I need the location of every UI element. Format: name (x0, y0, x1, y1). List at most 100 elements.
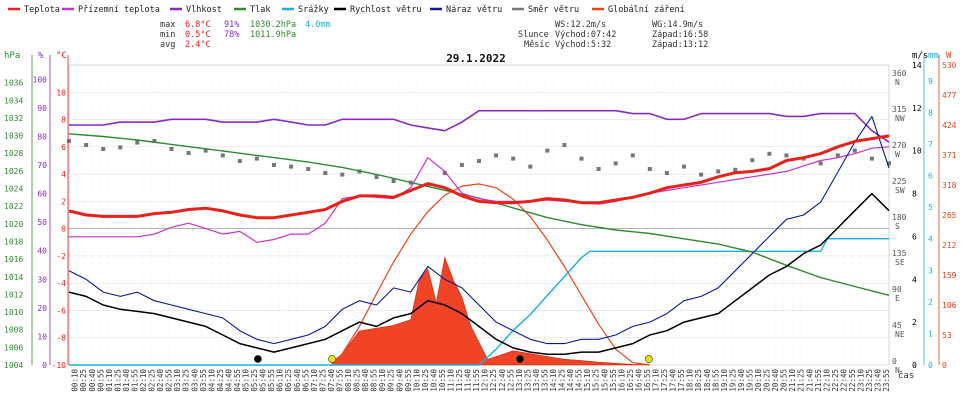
wind-dir-point-39 (733, 167, 738, 172)
x-tick-34: 08:40 (361, 369, 370, 392)
unit-ms: m/s (912, 51, 928, 61)
wind-dir-point-41 (767, 151, 772, 156)
sun-set: Západ:16:58 (652, 30, 708, 40)
wind-speed-tick-1: 2 (912, 318, 917, 327)
wind-dir-point-48 (887, 161, 891, 166)
legend-label-2: Vlhkost (186, 5, 222, 15)
series-temperature (68, 134, 890, 220)
humidity-tick-9: 90 (37, 104, 47, 113)
wind-dir-point-44 (818, 161, 823, 166)
wind-speed-tick-3: 6 (912, 232, 917, 241)
x-tick-51: 12:55 (506, 369, 515, 392)
x-tick-36: 09:10 (378, 369, 387, 392)
rain-tick-9: 9 (928, 77, 933, 86)
wind-dir-label-3: SE (895, 258, 905, 267)
pressure-tick-13: 1030 (4, 132, 23, 141)
radiation-tick-0: 0 (942, 361, 947, 370)
wind-dir-point-23 (459, 163, 464, 167)
radiation-tick-5: 265 (942, 211, 957, 220)
stat-min-press: 1011.9hPa (250, 30, 296, 40)
wind-dir-point-40 (750, 158, 755, 163)
x-tick-66: 16:40 (634, 369, 643, 392)
x-tick-45: 11:25 (455, 369, 464, 392)
wind-dir-point-30 (579, 156, 584, 161)
wind-dir-point-34 (647, 167, 652, 171)
stat-max-hum: 91% (224, 20, 239, 30)
wind-speed-tick-4: 8 (912, 190, 917, 199)
wind-dir-point-9 (220, 153, 225, 158)
radiation-tick-9: 477 (942, 91, 957, 100)
x-tick-77: 19:25 (728, 369, 737, 392)
wind-dir-point-47 (869, 156, 874, 161)
wind-dir-point-8 (203, 148, 208, 153)
wind-dir-point-14 (306, 167, 311, 171)
x-tick-26: 06:40 (293, 369, 302, 392)
stats-block: max 6.8°C 91% 1030.2hPa 4.0mm min 0.5°C … (160, 20, 331, 50)
wind-speed-tick-6: 12 (912, 104, 922, 113)
rain-tick-1: 1 (928, 329, 933, 338)
x-tick-3: 00:55 (96, 369, 105, 392)
series-rain (69, 237, 889, 366)
humidity-tick-5: 50 (37, 218, 47, 227)
x-tick-57: 14:25 (558, 369, 567, 392)
wind-dir-label-0: N (895, 366, 900, 375)
pressure-tick-11: 1026 (4, 167, 23, 176)
radiation-tick-4: 212 (942, 241, 957, 250)
temp-tick-1: -8 (56, 334, 66, 343)
pressure-tick-2: 1008 (4, 326, 23, 335)
series-ground-temperature (69, 146, 890, 243)
x-tick-15: 03:55 (199, 369, 208, 392)
x-tick-54: 13:40 (532, 369, 541, 392)
wind-dir-point-46 (852, 148, 857, 153)
x-tick-21: 05:25 (250, 369, 259, 392)
x-tick-95: 23:55 (882, 369, 891, 392)
wind-dir-label-8: N (895, 78, 900, 87)
x-tick-89: 22:25 (831, 369, 840, 392)
stat-avg-label: avg (160, 40, 175, 50)
x-tick-12: 03:10 (173, 369, 182, 392)
radiation-tick-3: 159 (942, 271, 957, 280)
pressure-tick-12: 1028 (4, 149, 23, 158)
x-tick-69: 17:25 (660, 369, 669, 392)
wind-dir-tick-0: 0 (892, 357, 897, 366)
x-tick-90: 22:40 (839, 369, 848, 392)
x-tick-42: 10:40 (429, 369, 438, 392)
x-tick-73: 18:25 (694, 369, 703, 392)
x-tick-92: 23:10 (857, 369, 866, 392)
wind-dir-tick-1: 45 (892, 321, 902, 330)
wind-wg: WG:14.9m/s (652, 20, 703, 30)
humidity-tick-6: 60 (37, 190, 47, 199)
stat-min-temp: 0.5°C (185, 30, 211, 40)
x-tick-2: 00:40 (88, 369, 97, 392)
wind-dir-point-2 (101, 147, 106, 151)
x-tick-68: 17:10 (652, 369, 661, 392)
x-tick-75: 18:55 (711, 369, 720, 392)
temp-tick-4: -2 (56, 252, 66, 261)
x-tick-52: 13:10 (515, 369, 524, 392)
x-tick-14: 03:40 (190, 369, 199, 392)
stat-min-hum: 78% (224, 30, 239, 40)
x-tick-19: 04:55 (233, 369, 242, 392)
x-tick-63: 15:55 (609, 369, 618, 392)
x-tick-84: 21:10 (788, 369, 797, 392)
humidity-tick-2: 20 (37, 304, 47, 313)
chart-title: 29.1.2022 (446, 52, 506, 65)
unit-pct: % (38, 51, 44, 61)
wind-dir-point-1 (84, 143, 89, 147)
x-tick-81: 20:25 (763, 369, 772, 392)
wind-dir-point-27 (528, 164, 533, 169)
pressure-tick-16: 1036 (4, 79, 23, 88)
x-tick-47: 11:55 (472, 369, 481, 392)
legend: Teplota Přízemní teplota Vlhkost Tlak Srážky… (8, 5, 685, 15)
legend-label-0: Teplota (24, 5, 60, 15)
temp-tick-2: -6 (56, 306, 66, 315)
temp-tick-8: 6 (61, 143, 66, 152)
wind-ws: WS:12.2m/s (555, 20, 606, 30)
x-tick-13: 03:25 (182, 369, 191, 392)
legend-label-5: Rychlost větru (350, 5, 422, 15)
x-tick-88: 22:10 (822, 369, 831, 392)
marker-3 (516, 355, 524, 363)
x-tick-80: 20:10 (754, 369, 763, 392)
wind-dir-point-7 (186, 151, 191, 155)
